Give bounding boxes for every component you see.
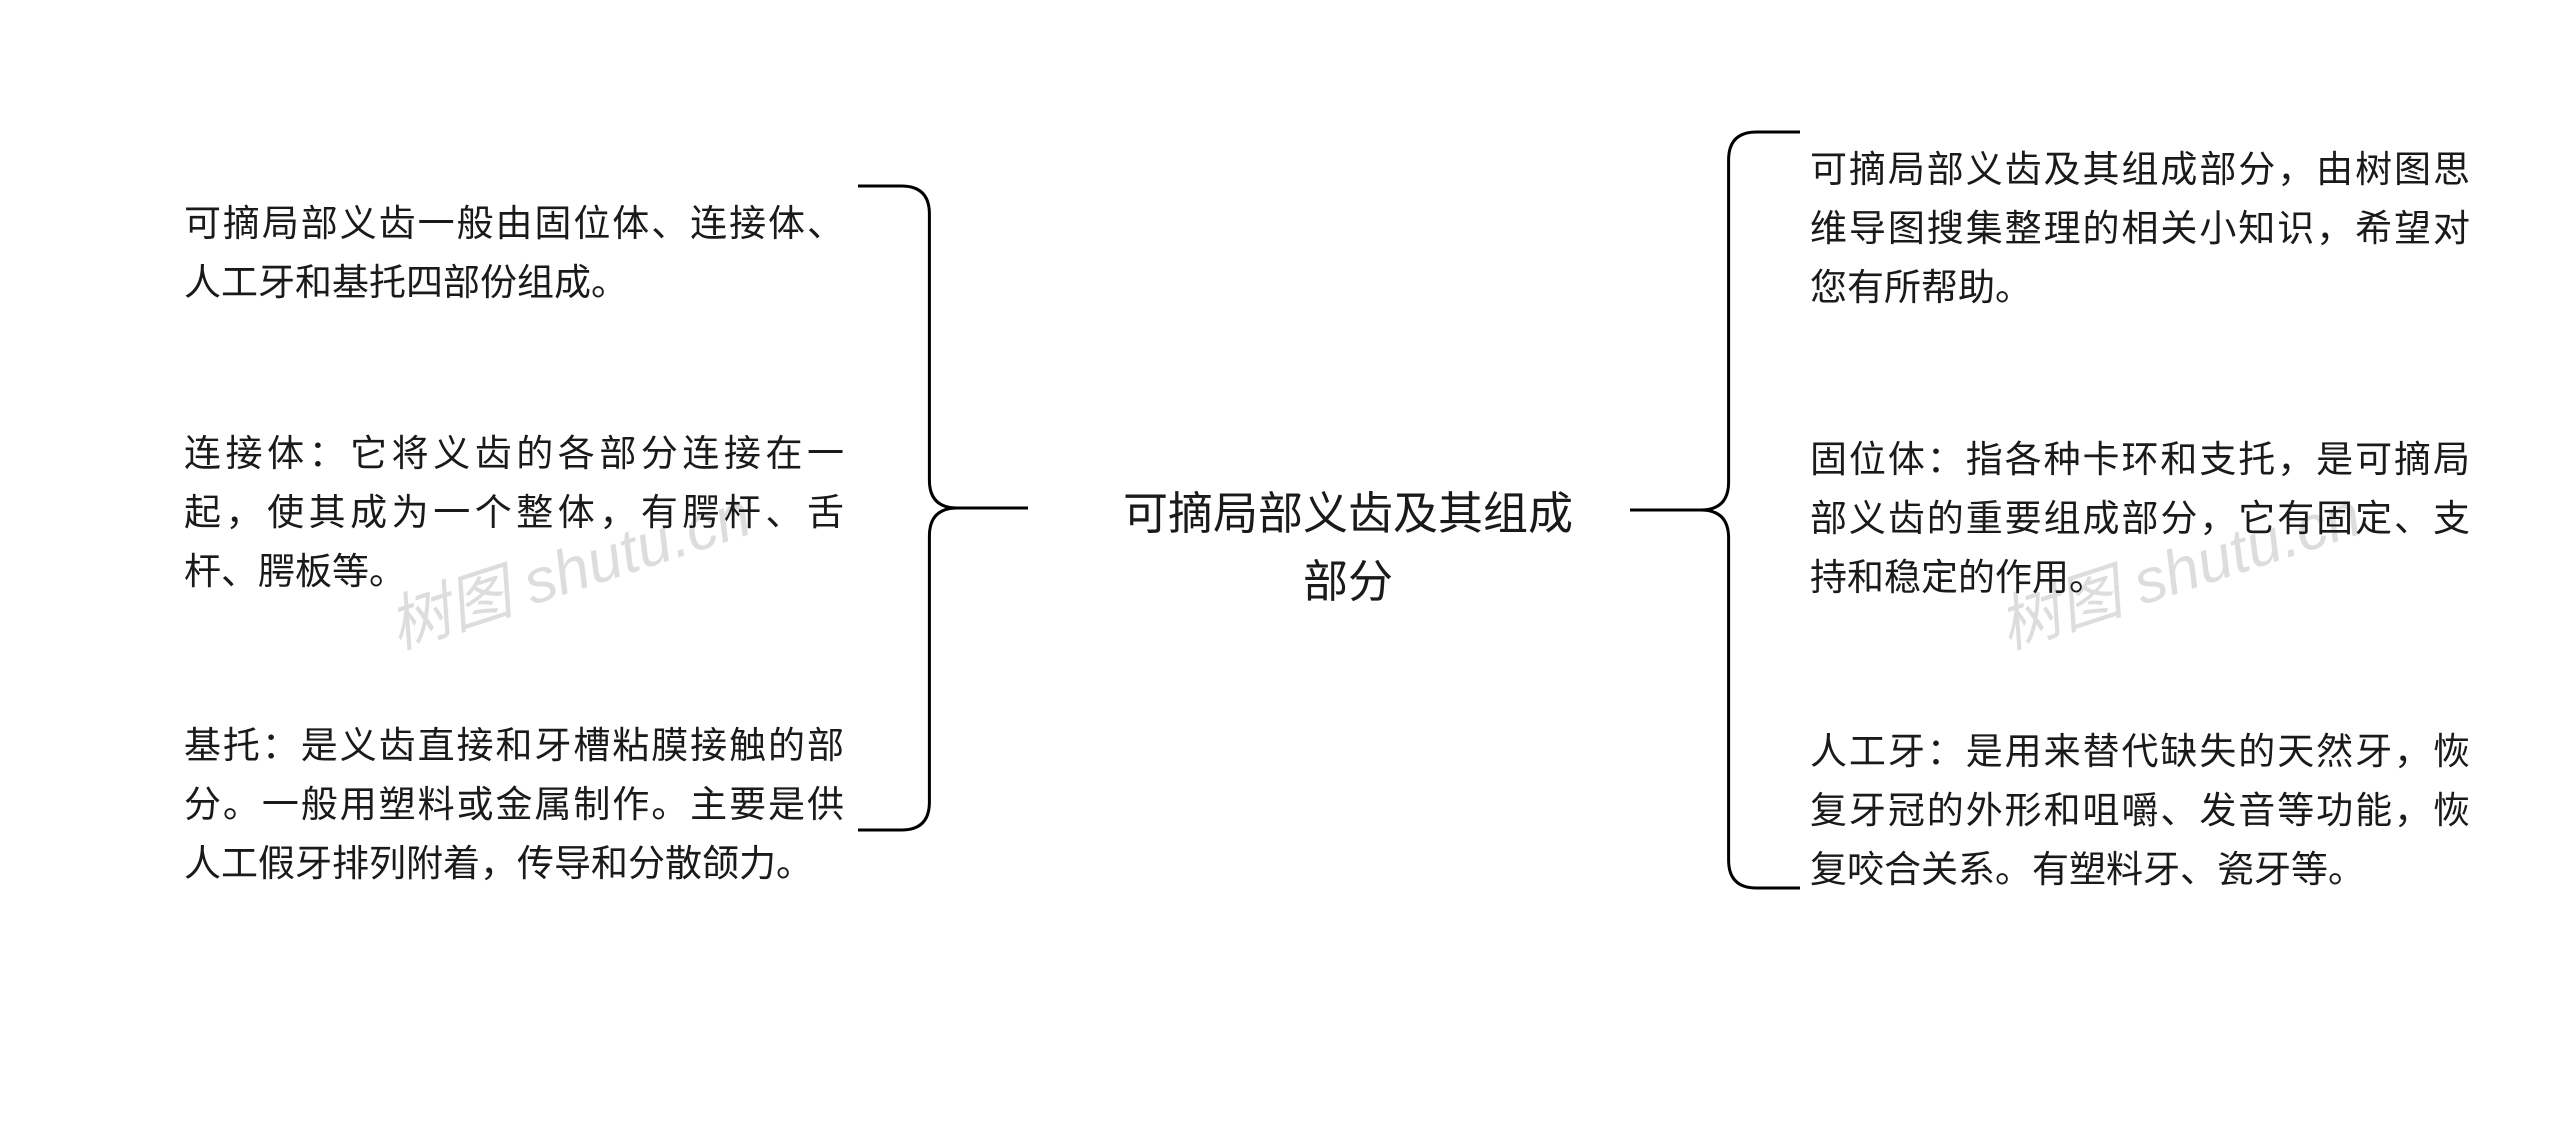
left-branch-1: 连接体：它将义齿的各部分连接在一起，使其成为一个整体，有腭杆、舌杆、腭板等。 <box>184 424 844 602</box>
left-branch-0: 可摘局部义齿一般由固位体、连接体、人工牙和基托四部份组成。 <box>184 194 844 312</box>
left-bracket <box>858 186 1028 830</box>
right-branch-1: 固位体：指各种卡环和支托，是可摘局部义齿的重要组成部分，它有固定、支持和稳定的作… <box>1810 430 2470 608</box>
right-branch-2: 人工牙：是用来替代缺失的天然牙，恢复牙冠的外形和咀嚼、发音等功能，恢复咬合关系。… <box>1810 722 2470 900</box>
mindmap-container: 树图 shutu.cn 树图 shutu.cn 可摘局部义齿及其组成部分 可摘局… <box>0 0 2560 1132</box>
left-branch-2: 基托：是义齿直接和牙槽粘膜接触的部分。一般用塑料或金属制作。主要是供人工假牙排列… <box>184 716 844 894</box>
right-bracket <box>1630 132 1800 888</box>
right-branch-0: 可摘局部义齿及其组成部分，由树图思维导图搜集整理的相关小知识，希望对您有所帮助。 <box>1810 140 2470 318</box>
center-node: 可摘局部义齿及其组成部分 <box>1108 480 1588 615</box>
